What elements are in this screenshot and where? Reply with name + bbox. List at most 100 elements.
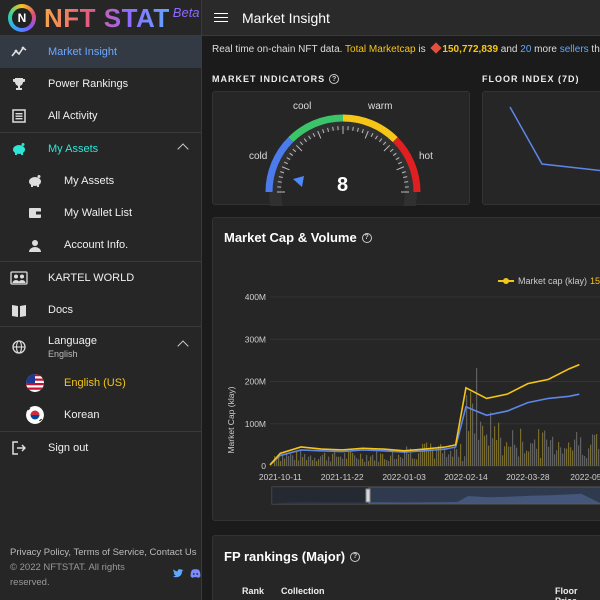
gauge-tick — [403, 176, 408, 179]
language-option-english[interactable]: English (US) — [0, 367, 201, 399]
volume-bar — [340, 456, 342, 466]
sidebar-item-sign-out[interactable]: Sign out — [0, 432, 201, 464]
volume-bar — [382, 454, 384, 466]
sidebar-item-label: Power Rankings — [48, 78, 129, 90]
market-indicators-card: cold cool warm hot 8 — [212, 91, 470, 206]
volume-bar — [484, 435, 486, 466]
volume-bar — [310, 455, 312, 466]
column-header-rank[interactable]: Rank — [242, 586, 265, 596]
x-tick-label: 2021-10-11 — [259, 472, 302, 482]
volume-bar — [446, 456, 448, 466]
sidebar-item-power-rankings[interactable]: Power Rankings — [0, 68, 201, 100]
help-icon[interactable]: ? — [329, 74, 340, 84]
brand-beta-badge: Beta — [172, 5, 200, 20]
footer-links[interactable]: Privacy Policy, Terms of Service, Contac… — [10, 547, 197, 558]
gauge-tick — [283, 161, 288, 165]
volume-bar — [500, 437, 502, 466]
user-icon — [26, 236, 44, 254]
volume-bar — [594, 435, 596, 466]
brand[interactable]: N NFT STAT Beta — [0, 0, 201, 36]
sidebar-item-docs[interactable]: Docs — [0, 294, 201, 326]
volume-bar — [284, 458, 286, 466]
chevron-up-icon[interactable] — [177, 340, 189, 352]
volume-bar — [526, 450, 528, 466]
volume-bar — [346, 458, 348, 466]
sidebar-item-all-activity[interactable]: All Activity — [0, 100, 201, 132]
volume-bar — [420, 450, 422, 466]
volume-bar — [584, 455, 586, 466]
volume-bar — [478, 439, 480, 466]
market-cap-chart[interactable]: 0 100M 200M 300M 400M 2021-10-11 2021-11-22 20… — [202, 210, 600, 520]
sidebar-item-account-info[interactable]: Account Info. — [0, 229, 201, 261]
section-title: FLOOR INDEX (7D) — [482, 74, 580, 84]
volume-bar — [328, 456, 330, 466]
volume-bar — [364, 461, 366, 466]
volume-bar — [408, 453, 410, 466]
volume-bar — [440, 444, 442, 466]
sidebar-item-kartel-world[interactable]: KARTEL WORLD — [0, 262, 201, 294]
volume-bar — [292, 455, 294, 466]
chart-title: Market Cap & Volume — [224, 230, 357, 245]
sidebar-item-market-insight[interactable]: Market Insight — [0, 36, 201, 68]
gauge-tick — [312, 132, 316, 137]
language-option-korean[interactable]: Korean — [0, 399, 201, 431]
fp-rankings-title: FP rankings (Major) ? — [224, 549, 361, 564]
gauge-arc-hot — [392, 137, 421, 193]
volume-bar — [598, 448, 600, 466]
volume-bar — [550, 440, 552, 466]
language-selector[interactable]: Language English — [0, 327, 201, 367]
volume-bar — [316, 461, 318, 466]
volume-bar — [404, 451, 406, 466]
floor-index-card — [482, 91, 600, 205]
language-option-label: English (US) — [64, 377, 126, 389]
group-icon — [10, 269, 28, 287]
top-bar: Market Insight — [202, 0, 600, 36]
chart-legend[interactable]: Market cap (klay) 15 — [498, 276, 600, 286]
menu-icon[interactable] — [214, 12, 228, 23]
main-content: Market Insight Real time on-chain NFT da… — [202, 0, 600, 600]
sidebar-item-label: Account Info. — [64, 239, 129, 251]
volume-bar — [278, 456, 280, 466]
sidebar-item-my-wallet-list[interactable]: My Wallet List — [0, 197, 201, 229]
sidebar-group-my-assets[interactable]: My Assets — [0, 133, 201, 165]
sidebar-divider — [0, 132, 201, 133]
volume-bar — [566, 448, 568, 466]
volume-bar — [400, 457, 402, 466]
volume-bar — [354, 455, 356, 466]
twitter-icon[interactable] — [173, 568, 184, 583]
ticker-sellers-link[interactable]: sellers — [559, 44, 589, 55]
help-icon[interactable]: ? — [361, 232, 372, 243]
volume-bar — [410, 448, 412, 466]
volume-bar — [454, 446, 456, 466]
volume-bar — [388, 461, 390, 466]
column-header-collection[interactable]: Collection — [281, 586, 325, 596]
trophy-icon — [10, 75, 28, 93]
legend-label: Market cap (klay) — [518, 276, 588, 286]
page-title: Market Insight — [242, 9, 330, 26]
volume-bar — [596, 434, 598, 466]
range-slider-preview — [272, 493, 600, 504]
gauge-tick — [303, 138, 307, 143]
chevron-up-icon[interactable] — [177, 143, 189, 155]
gauge-value: 8 — [337, 174, 349, 196]
sidebar-item-my-assets[interactable]: My Assets — [0, 165, 201, 197]
column-header-floor-price[interactable]: Floor Price — [555, 586, 578, 600]
volume-bar — [508, 446, 510, 466]
volume-bar — [308, 456, 310, 466]
y-tick-label: 400M — [245, 292, 266, 302]
discord-icon[interactable] — [190, 568, 201, 583]
language-label: Language — [48, 335, 97, 347]
volume-bar — [558, 442, 560, 466]
volume-bar — [288, 456, 290, 466]
volume-bar — [334, 450, 336, 466]
sidebar-item-label: Market Insight — [48, 46, 118, 58]
help-icon[interactable]: ? — [350, 551, 361, 562]
volume-bar — [458, 456, 460, 466]
sidebar-item-label: Sign out — [48, 442, 89, 454]
x-tick-label: 2022-03-28 — [506, 472, 550, 482]
ticker-text: than bu — [591, 44, 600, 55]
ticker-text: is — [415, 44, 429, 55]
floor-index-sparkline — [509, 106, 600, 172]
volume-bar — [298, 460, 300, 466]
